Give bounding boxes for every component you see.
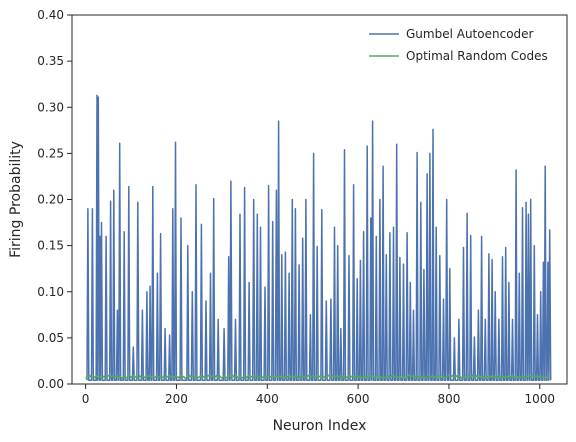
legend: Gumbel Autoencoder Optimal Random Codes — [369, 27, 548, 63]
plot-area — [71, 14, 568, 385]
y-tick-label: 0.40 — [37, 8, 64, 22]
y-tick-label: 0.15 — [37, 239, 64, 253]
x-axis-label: Neuron Index — [273, 418, 367, 434]
x-tick-label: 0 — [82, 392, 90, 406]
y-tick-label: 0.05 — [37, 331, 64, 345]
y-axis-ticks: 0.00 0.05 0.10 0.15 0.20 0.25 0.30 0.35 0.40 — [37, 8, 72, 391]
series-optimal-random-codes — [85, 374, 550, 380]
legend-label-random: Optimal Random Codes — [406, 49, 548, 63]
y-tick-label: 0.30 — [37, 100, 64, 114]
y-tick-label: 0.10 — [37, 285, 64, 299]
x-tick-label: 600 — [347, 392, 370, 406]
x-tick-label: 1000 — [524, 392, 555, 406]
y-tick-label: 0.20 — [37, 193, 64, 207]
y-axis-label: Firing Probability — [8, 141, 24, 258]
x-tick-label: 400 — [256, 392, 279, 406]
x-tick-label: 200 — [165, 392, 188, 406]
legend-label-gumbel: Gumbel Autoencoder — [406, 27, 534, 41]
series-layer — [85, 94, 552, 382]
y-tick-label: 0.25 — [37, 146, 64, 160]
y-tick-label: 0.00 — [37, 377, 64, 391]
x-tick-label: 800 — [437, 392, 460, 406]
y-tick-label: 0.35 — [37, 54, 64, 68]
x-axis-ticks: 0 200 400 600 800 1000 — [82, 384, 555, 406]
series-gumbel-autoencoder — [86, 94, 552, 382]
